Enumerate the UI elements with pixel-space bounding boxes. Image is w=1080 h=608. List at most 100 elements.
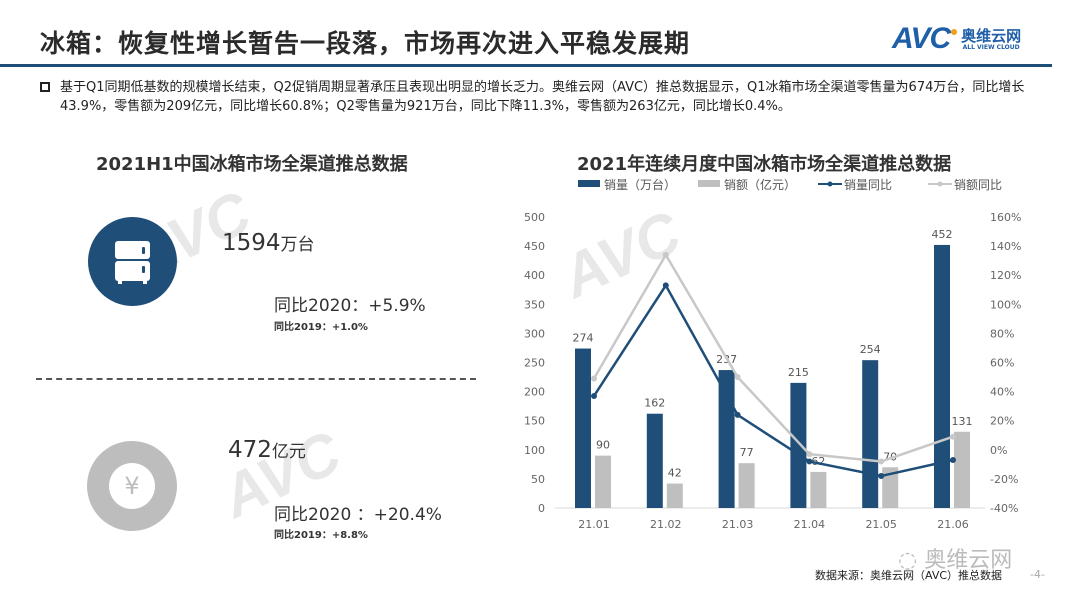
section-divider [36,378,476,380]
bar-amount [595,455,611,508]
summary-title: 2021H1中国冰箱市场全渠道推总数据 [96,154,408,175]
line-point [950,456,956,463]
y-tick-label: 450 [524,240,545,253]
x-tick-label: 21.01 [578,518,610,531]
y2-tick-label: 140% [990,240,1021,253]
line-point [662,251,669,258]
y-tick-label: 100 [524,444,545,457]
line-point [591,392,597,399]
page-number: -4- [1030,568,1045,581]
legend-marker [827,181,833,187]
legend-label: 销额同比 [954,178,1002,192]
logo-text: 奥维云网 ALL VIEW CLOUD [961,28,1021,51]
y2-tick-label: 60% [990,357,1014,370]
bar-volume [934,244,950,508]
line-point [878,472,885,479]
data-label: 254 [860,343,881,356]
line-point [806,451,813,458]
data-label: 215 [788,366,809,379]
line-point [734,411,741,418]
refrigerator-icon [88,217,177,306]
yuan-symbol: ¥ [109,463,155,509]
data-source: 数据来源：奥维云网（AVC）推总数据 [815,569,1003,582]
bar-volume [646,413,663,508]
y2-tick-label: 80% [990,327,1014,340]
legend-swatch [698,180,720,187]
y-tick-label: 200 [524,386,545,399]
legend-swatch [578,180,600,187]
volume-yoy-2019: 同比2019：+1.0% [274,322,368,333]
amount-yoy-2020: 同比2020 ：+20.4% [274,505,442,525]
line-point [734,374,741,381]
avc-logo: AVC 奥维云网 ALL VIEW CLOUD [892,22,1021,56]
amount-total: 472亿元 [228,437,306,463]
volume-yoy-2020: 同比2020：+5.9% [274,296,426,316]
combo-chart: 销量（万台） 销额（亿元） 销量同比 销额同比 0 50 100 150 200 250 300 35… [524,177,1021,531]
summary-bullet: 基于Q1同期低基数的规模增长结束，Q2促销周期显著承压且表现出明显的增长乏力。奥… [40,78,1040,116]
logo-en: ALL VIEW CLOUD [962,43,1020,51]
legend-marker [937,181,943,187]
y-tick-label: 500 [524,211,545,224]
line-point [591,375,597,382]
line-point [950,433,956,440]
legend-label: 销量（万台） [604,177,676,192]
data-label: 90 [596,439,610,452]
y-tick-label: 300 [524,327,545,340]
bar-volume [862,360,879,508]
x-tick-label: 21.05 [865,518,897,531]
volume-unit: 万台 [280,235,315,255]
y-tick-label: 0 [538,502,545,515]
bar-amount [954,431,970,508]
line-point [806,458,813,465]
x-tick-label: 21.03 [722,518,754,531]
wechat-watermark: ◌ 奥维云网 [898,548,1013,573]
y2-tick-label: 0% [990,444,1007,457]
line-volume-yoy [592,282,954,478]
legend-label: 销额（亿元） [724,177,796,192]
bar-volume [575,348,591,508]
bar-amount [882,467,899,508]
data-label: 42 [668,467,682,480]
y-tick-label: 150 [524,415,545,428]
chart-title: 2021年连续月度中国冰箱市场全渠道推总数据 [577,154,952,175]
line-point [662,282,669,289]
y2-tick-label: 120% [990,269,1021,282]
volume-value: 1594 [222,230,281,256]
yuan-icon: ¥ [87,441,177,531]
x-tick-label: 21.04 [794,518,826,531]
amount-yoy-2019: 同比2019：+8.8% [274,530,368,541]
title-divider [0,64,1052,67]
logo-mark: AVC [892,22,951,55]
y2-tick-label: 40% [990,386,1014,399]
data-label: 131 [952,415,973,428]
y-tick-label: 400 [524,269,545,282]
y-tick-label: 250 [524,357,545,370]
data-label: 77 [740,446,754,459]
data-label: 274 [573,332,594,345]
y2-tick-label: -40% [990,502,1018,515]
bullet-square-icon [40,82,50,92]
y2-tick-label: -20% [990,473,1018,486]
page-title: 冰箱：恢复性增长暂告一段落，市场再次进入平稳发展期 [40,29,691,58]
y2-tick-label: 100% [990,298,1021,311]
bar-volume [790,382,807,508]
bar-amount [738,463,755,508]
bar-amount [810,471,827,508]
y-tick-label: 50 [531,473,545,486]
volume-total: 1594万台 [222,230,315,256]
legend-label: 销量同比 [844,178,892,192]
y-tick-label: 350 [524,298,545,311]
x-tick-label: 21.06 [937,518,969,531]
y2-tick-label: 20% [990,415,1014,428]
data-label: 452 [932,228,953,241]
logo-dot [951,29,958,35]
bullet-text: 基于Q1同期低基数的规模增长结束，Q2促销周期显著承压且表现出明显的增长乏力。奥… [60,80,1025,114]
bar-amount [666,483,683,508]
amount-unit: 亿元 [271,442,306,462]
y2-tick-label: 160% [990,211,1021,224]
amount-value: 472 [228,437,272,463]
line-point [878,458,885,465]
bar-volume [718,370,735,508]
line-amount-yoy [592,252,954,463]
x-tick-label: 21.02 [650,518,682,531]
